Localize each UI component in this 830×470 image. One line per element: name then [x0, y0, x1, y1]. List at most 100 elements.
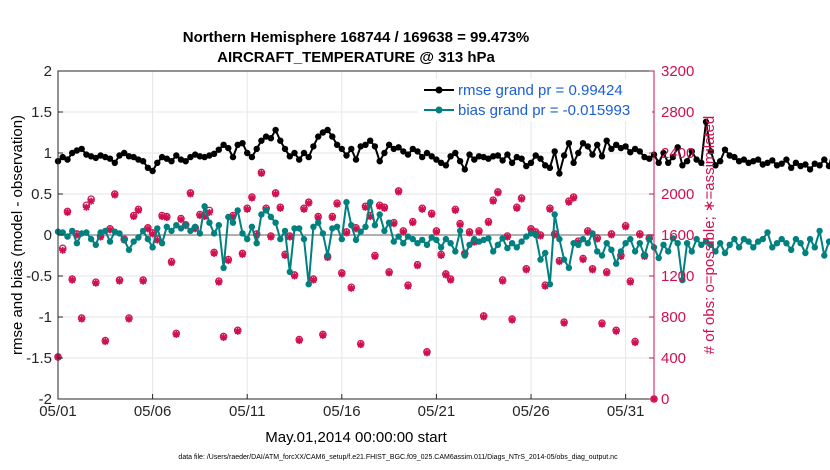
rmse-point — [220, 141, 227, 148]
bias-point — [220, 264, 227, 271]
rmse-point — [461, 166, 468, 173]
asterisk-stroke — [603, 269, 610, 277]
bias-point — [168, 227, 175, 235]
y-right-tick-label: 1200 — [661, 268, 694, 285]
asterisk-stroke — [523, 266, 530, 274]
bias-point — [759, 235, 766, 243]
rmse-point — [504, 151, 511, 158]
rmse-point — [598, 153, 606, 160]
asterisk-stroke — [210, 250, 218, 257]
x-tick-label: 05/16 — [323, 403, 361, 420]
asterisk-stroke — [163, 214, 170, 221]
bias-point — [754, 238, 762, 245]
asterisk-stroke — [352, 225, 360, 233]
bias-point — [589, 230, 596, 237]
bias-point — [565, 264, 573, 271]
rmse-point — [698, 159, 705, 166]
rmse-point — [523, 162, 530, 170]
asterisk-stroke — [87, 198, 95, 205]
obs-assimilated-marker — [300, 205, 308, 213]
y-left-tick-label: -0.5 — [26, 268, 52, 285]
obs-assimilated-marker — [149, 230, 157, 238]
obs-assimilated-marker — [371, 253, 379, 261]
asterisk-stroke — [612, 328, 620, 335]
obs-assimilated-marker — [631, 339, 639, 347]
x-tick-label: 05/31 — [607, 403, 645, 420]
bias-point — [59, 229, 66, 236]
asterisk-stroke — [338, 270, 345, 278]
asterisk-stroke — [291, 272, 298, 280]
obs-assimilated-marker — [546, 205, 554, 213]
bias-point — [338, 235, 345, 243]
asterisk-stroke — [357, 341, 364, 348]
obs-assimilated-marker — [518, 195, 526, 203]
obs-assimilated-marker — [220, 334, 228, 341]
rmse-point — [641, 153, 648, 161]
asterisk-stroke — [78, 315, 85, 323]
y-axis-label-left: rmse and bias (model - observation) — [9, 115, 26, 355]
rmse-point — [310, 143, 317, 150]
bias-point — [296, 225, 303, 232]
rmse-point — [447, 153, 454, 160]
bias-point — [139, 227, 147, 235]
obs-assimilated-marker — [499, 277, 507, 285]
obs-assimilated-marker — [456, 221, 464, 229]
bias-point — [646, 235, 653, 243]
bias-point — [433, 236, 440, 244]
asterisk-stroke — [139, 277, 147, 285]
rmse-point — [437, 159, 445, 166]
bias-point — [173, 222, 180, 229]
obs-assimilated-marker — [111, 191, 119, 199]
asterisk-stroke — [622, 223, 629, 230]
bias-point — [688, 248, 695, 255]
obs-assimilated-marker — [177, 216, 185, 224]
asterisk-stroke — [225, 257, 232, 264]
obs-assimilated-marker — [78, 315, 86, 323]
rmse-point — [64, 156, 71, 163]
obs-assimilated-marker — [272, 190, 280, 198]
rmse-point — [542, 162, 549, 169]
asterisk-stroke — [518, 195, 525, 203]
rmse-point — [688, 148, 695, 155]
obs-assimilated-marker — [385, 269, 393, 277]
obs-assimilated-marker — [125, 315, 133, 323]
rmse-point — [139, 158, 147, 165]
bias-point — [357, 228, 364, 235]
axes-layer: 05/01 05/06 05/11 05/16 05/21 05/26 05/31 -2 -1.… — [26, 63, 694, 420]
y-left-tick-label: -2 — [39, 391, 52, 408]
bias-point — [158, 240, 166, 247]
obs-assimilated-marker — [338, 270, 346, 278]
bias-point — [702, 238, 710, 245]
rmse-point — [631, 145, 639, 153]
bias-point — [154, 225, 161, 232]
bias-point — [352, 236, 360, 244]
bias-point — [201, 203, 208, 210]
rmse-point — [452, 149, 459, 157]
bias-point — [192, 223, 199, 230]
bias-point — [319, 230, 327, 237]
bias-point — [362, 223, 369, 230]
rmse-point — [707, 148, 714, 155]
obs-assimilated-marker — [361, 203, 369, 211]
asterisk-stroke — [343, 229, 350, 237]
bias-point — [163, 223, 170, 230]
asterisk-stroke — [130, 213, 137, 220]
rmse-point — [428, 153, 435, 160]
rmse-point — [182, 158, 189, 165]
asterisk-stroke — [248, 194, 256, 202]
bias-point — [239, 230, 246, 237]
rmse-point — [111, 159, 119, 166]
bias-point — [333, 223, 341, 230]
x-axis-label: May.01,2014 00:00:00 start — [265, 429, 447, 446]
bias-point — [627, 235, 634, 243]
asterisk-stroke — [419, 206, 426, 213]
bias-point — [210, 230, 218, 237]
asterisk-stroke — [125, 315, 133, 323]
rmse-point — [702, 118, 710, 126]
asterisk-stroke — [414, 262, 421, 269]
asterisk-stroke — [168, 259, 175, 266]
obs-assimilated-marker — [281, 252, 289, 259]
asterisk-stroke — [508, 316, 516, 324]
obs-assimilated-marker — [442, 271, 450, 279]
rmse-point — [717, 158, 724, 165]
